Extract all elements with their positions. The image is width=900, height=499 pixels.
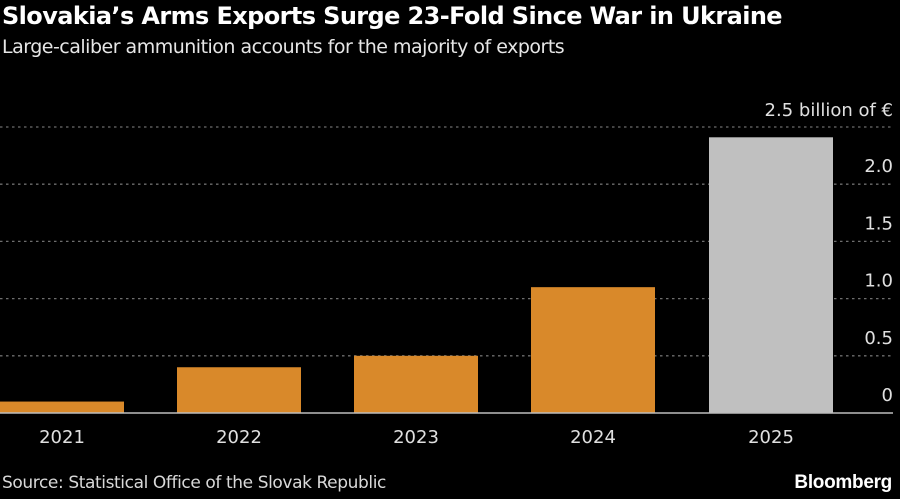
y-tick-label: 0 [882,385,893,406]
bar-2022 [177,367,301,413]
bars [0,137,833,413]
x-tick-label: 2021 [39,427,85,448]
x-tick-label: 2025 [748,427,794,448]
y-tick-label: 1.5 [864,213,893,234]
chart-subtitle: Large-caliber ammunition accounts for th… [2,36,565,58]
x-tick-label: 2023 [393,427,439,448]
bloomberg-logo: Bloomberg [794,472,892,493]
y-tick-label: 1.0 [864,271,893,292]
y-tick-label: 2.0 [864,156,893,177]
bar-2021 [0,401,124,413]
x-tick-label: 2024 [570,427,616,448]
chart-title: Slovakia’s Arms Exports Surge 23-Fold Si… [2,2,783,30]
source-note: Source: Statistical Office of the Slovak… [2,473,386,493]
bar-2025 [709,137,833,413]
bar-2023 [354,355,478,413]
x-axis-ticks: 2021 2022 2023 2024 2025 [39,427,794,448]
y-unit-label: 2.5 billion of € [765,100,893,121]
y-axis-ticks: 0 0.5 1.0 1.5 2.0 2.5 billion of € [765,100,893,406]
y-tick-label: 0.5 [864,328,893,349]
x-tick-label: 2022 [216,427,262,448]
bar-2024 [531,287,655,413]
